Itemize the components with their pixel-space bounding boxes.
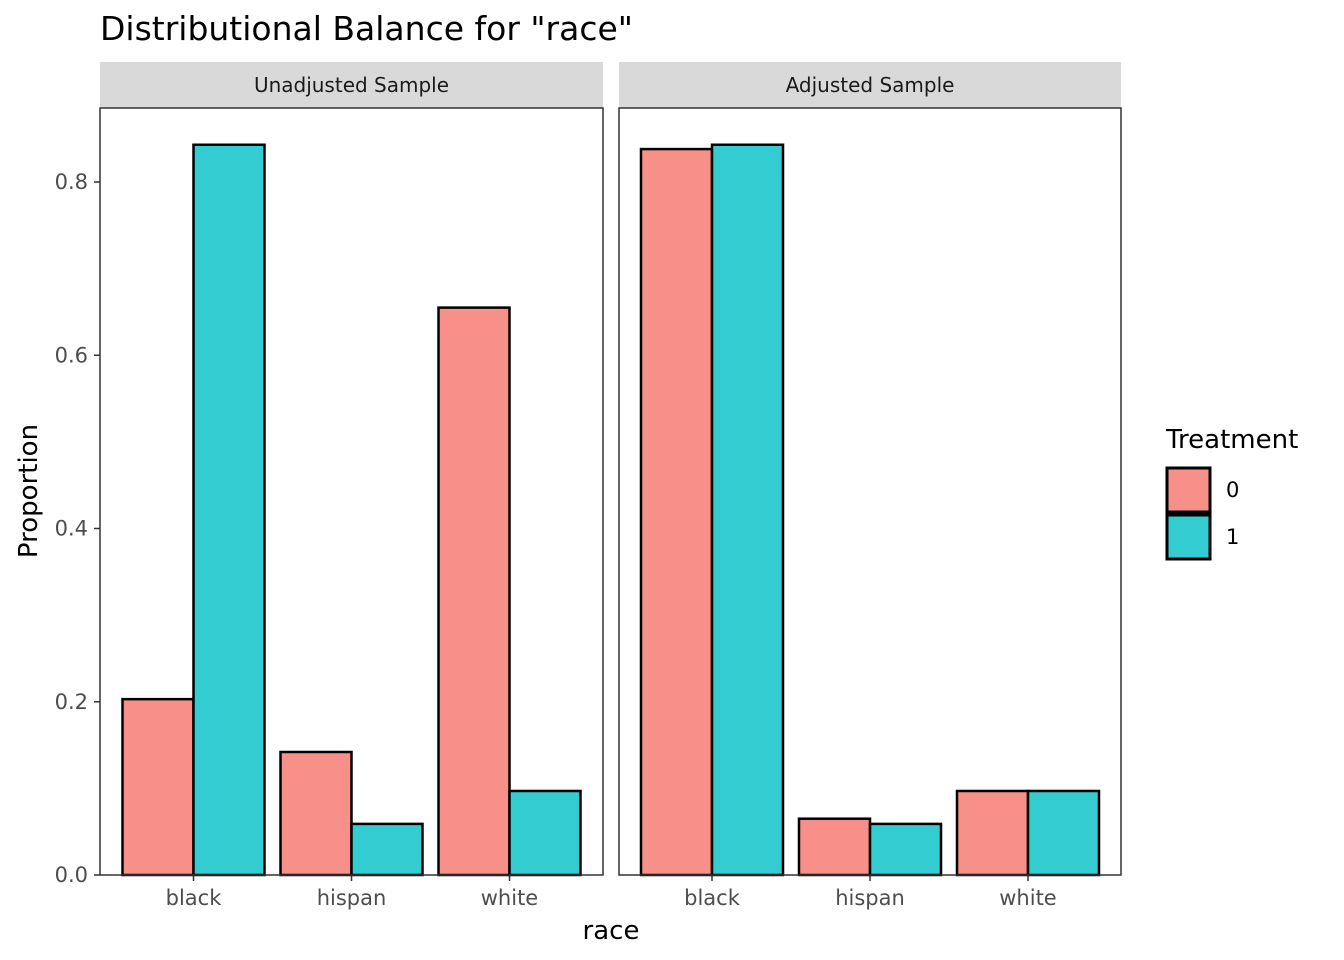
legend-label-0: 0 xyxy=(1226,478,1239,502)
bar-black-treatment-0 xyxy=(639,147,714,877)
x-tick-label-black: black xyxy=(684,886,741,910)
x-tick-label-hispan: hispan xyxy=(317,886,387,910)
bar-hispan-treatment-1 xyxy=(350,822,424,877)
x-axis-title: race xyxy=(583,916,640,946)
bar-white-treatment-0 xyxy=(437,306,511,877)
panel-0: Unadjusted Sample black hispan white xyxy=(99,62,604,910)
bar-white-treatment-1 xyxy=(508,789,582,877)
bar-white-treatment-1 xyxy=(1026,789,1101,877)
y-tick-label: 0.6 xyxy=(55,343,88,367)
bar-hispan-treatment-0 xyxy=(797,817,872,877)
panel-strip xyxy=(619,62,1121,108)
legend-label-1: 1 xyxy=(1226,525,1239,549)
y-tick-label: 0.8 xyxy=(55,170,88,194)
y-axis-title: Proportion xyxy=(14,424,44,558)
panel-strip xyxy=(100,62,603,108)
panel-border xyxy=(99,107,604,876)
bar-black-treatment-0 xyxy=(121,697,195,877)
bar-hispan-treatment-1 xyxy=(868,822,943,877)
chart-title: Distributional Balance for "race" xyxy=(100,9,633,48)
panel-border xyxy=(618,107,1122,876)
bar-hispan-treatment-0 xyxy=(279,750,353,877)
legend-key-0 xyxy=(1165,466,1212,514)
legend: Treatment 01 xyxy=(1165,425,1298,561)
bar-black-treatment-1 xyxy=(710,143,785,877)
x-tick-label-white: white xyxy=(481,886,538,910)
x-tick-label-white: white xyxy=(999,886,1056,910)
panel-strip-label: Unadjusted Sample xyxy=(254,73,449,97)
y-tick-label: 0.4 xyxy=(55,517,88,541)
legend-title: Treatment xyxy=(1165,425,1298,455)
y-tick-label: 0.0 xyxy=(55,863,88,887)
panel-1: Adjusted Sample black hispan white xyxy=(618,62,1122,910)
bar-black-treatment-1 xyxy=(192,143,266,877)
panel-strip-label: Adjusted Sample xyxy=(786,73,955,97)
x-tick-label-hispan: hispan xyxy=(835,886,905,910)
legend-items: 01 xyxy=(1165,466,1239,561)
legend-key-1 xyxy=(1165,513,1212,561)
bar-white-treatment-0 xyxy=(955,789,1030,877)
x-tick-label-black: black xyxy=(166,886,223,910)
y-tick-label: 0.2 xyxy=(55,690,88,714)
y-axis: 0.0 0.2 0.4 0.6 0.8 xyxy=(55,170,100,887)
